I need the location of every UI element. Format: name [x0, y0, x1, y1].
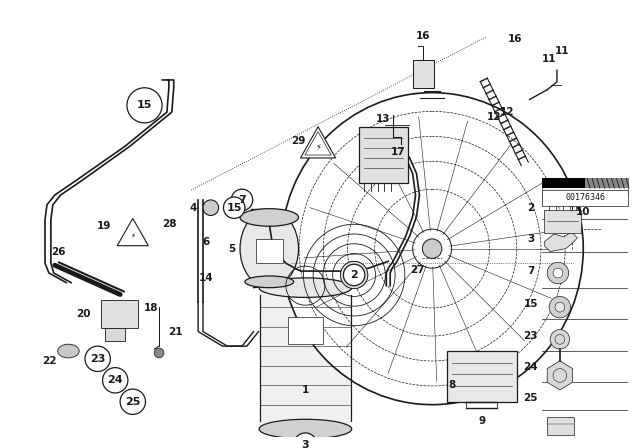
Text: 22: 22	[42, 356, 56, 366]
Circle shape	[550, 330, 570, 349]
Circle shape	[127, 88, 162, 123]
Bar	[106, 327, 125, 341]
Text: 7: 7	[527, 266, 534, 276]
Text: 9: 9	[478, 416, 485, 426]
Text: ⚡: ⚡	[315, 142, 321, 151]
Text: 27: 27	[410, 265, 425, 275]
Bar	[100, 300, 138, 327]
Bar	[413, 60, 434, 88]
Polygon shape	[544, 232, 577, 252]
Text: 17: 17	[390, 147, 405, 157]
Text: 3: 3	[527, 234, 534, 244]
Ellipse shape	[281, 93, 583, 405]
Text: 12: 12	[486, 112, 501, 122]
Polygon shape	[547, 361, 573, 390]
Circle shape	[154, 348, 164, 358]
Text: 10: 10	[576, 207, 591, 216]
Text: 11: 11	[542, 53, 556, 64]
Text: 29: 29	[291, 136, 306, 146]
Text: 19: 19	[97, 221, 111, 231]
Bar	[288, 317, 323, 344]
Text: 15: 15	[524, 299, 538, 309]
Text: ⚡: ⚡	[131, 233, 135, 239]
Circle shape	[564, 193, 579, 207]
Ellipse shape	[259, 419, 352, 439]
Text: 20: 20	[76, 309, 90, 319]
Ellipse shape	[259, 278, 352, 297]
Ellipse shape	[245, 276, 294, 288]
Ellipse shape	[240, 210, 298, 288]
Circle shape	[340, 261, 368, 289]
Circle shape	[231, 189, 253, 211]
Text: 6: 6	[202, 237, 209, 247]
Bar	[585, 178, 628, 188]
Circle shape	[120, 389, 145, 414]
Bar	[447, 351, 517, 402]
Text: 24: 24	[108, 375, 123, 385]
Circle shape	[203, 200, 219, 215]
Circle shape	[102, 368, 128, 393]
Text: 8: 8	[448, 380, 455, 390]
Text: 12: 12	[500, 107, 515, 117]
Text: 26: 26	[51, 246, 66, 257]
Bar	[542, 178, 628, 196]
Text: 11: 11	[555, 46, 569, 56]
Circle shape	[553, 268, 563, 278]
Circle shape	[344, 264, 365, 286]
Ellipse shape	[240, 209, 298, 226]
Text: 00176346: 00176346	[565, 194, 605, 202]
Text: 14: 14	[198, 273, 213, 283]
Bar	[547, 418, 575, 435]
Circle shape	[223, 197, 245, 219]
Bar	[544, 210, 581, 233]
Text: 4: 4	[189, 202, 197, 213]
Text: 23: 23	[524, 332, 538, 341]
Text: 23: 23	[90, 354, 106, 364]
Bar	[542, 178, 585, 188]
Circle shape	[85, 346, 110, 371]
Bar	[359, 127, 408, 183]
Text: 5: 5	[228, 244, 236, 254]
Circle shape	[555, 302, 564, 312]
Text: 18: 18	[144, 303, 159, 313]
Circle shape	[547, 262, 569, 284]
Text: 3: 3	[301, 439, 309, 448]
Text: 15: 15	[227, 202, 242, 213]
Circle shape	[422, 239, 442, 258]
Ellipse shape	[58, 344, 79, 358]
Bar	[542, 190, 628, 206]
Text: 21: 21	[168, 327, 183, 336]
Text: 16: 16	[416, 31, 431, 41]
Text: 2: 2	[350, 270, 358, 280]
Text: 15: 15	[137, 100, 152, 110]
Bar	[255, 239, 283, 263]
Text: 7: 7	[238, 195, 246, 205]
Polygon shape	[117, 219, 148, 246]
Text: 25: 25	[125, 397, 140, 407]
Text: 13: 13	[376, 114, 390, 124]
Text: 25: 25	[524, 393, 538, 403]
Circle shape	[294, 433, 317, 448]
Polygon shape	[301, 127, 335, 158]
Polygon shape	[260, 288, 351, 429]
Text: 24: 24	[524, 362, 538, 372]
Text: 28: 28	[163, 219, 177, 229]
Circle shape	[549, 297, 571, 318]
Text: 16: 16	[508, 34, 522, 44]
Text: 2: 2	[527, 202, 534, 213]
Text: 1: 1	[301, 385, 309, 395]
